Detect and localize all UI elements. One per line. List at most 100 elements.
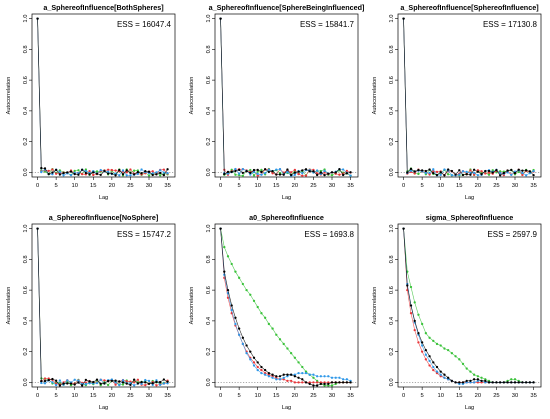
x-tick-label: 5 xyxy=(238,183,241,189)
data-point xyxy=(498,174,502,177)
data-point xyxy=(349,174,352,177)
data-point xyxy=(301,172,304,175)
data-point xyxy=(476,174,480,177)
data-point xyxy=(424,332,428,335)
data-point xyxy=(435,370,439,373)
x-tick-label: 35 xyxy=(347,393,353,399)
y-axis-label: Autocorrelation xyxy=(6,287,12,325)
data-point xyxy=(319,171,323,174)
data-point xyxy=(297,376,300,379)
chart-title: a_SphereofInfluence[BothSpheres] xyxy=(43,3,163,12)
ess-label: ESS = 17130.8 xyxy=(483,20,538,29)
chart-svg: a_SphereofInfluence[NoSphere] 0.0 0.2 0.4 0.… xyxy=(6,213,176,411)
data-point xyxy=(260,365,263,369)
data-point xyxy=(454,173,457,176)
x-axis-label: Lag xyxy=(282,405,291,411)
data-point xyxy=(510,168,513,172)
data-point xyxy=(428,359,431,363)
data-point xyxy=(155,380,158,384)
series-line xyxy=(37,228,168,386)
data-point xyxy=(256,365,259,369)
data-point xyxy=(435,173,439,177)
data-point xyxy=(417,172,420,176)
data-point xyxy=(308,170,311,173)
chart-svg: a0_SphereofInfluence 0.0 0.2 0.4 0.6 0.8 1.0 0 5… xyxy=(189,213,359,411)
data-point xyxy=(230,304,233,307)
data-point xyxy=(51,377,54,381)
data-point xyxy=(223,172,226,176)
data-point xyxy=(252,174,256,177)
data-point xyxy=(432,168,435,171)
data-point xyxy=(458,173,461,176)
data-point xyxy=(54,172,58,175)
data-point xyxy=(420,169,424,172)
data-point xyxy=(282,376,285,379)
chart-title: a0_SphereofInfluence xyxy=(249,213,324,222)
data-point xyxy=(155,173,158,176)
data-point xyxy=(469,169,472,172)
x-tick-label: 25 xyxy=(127,393,133,399)
data-point xyxy=(252,170,256,174)
data-point xyxy=(40,381,43,385)
x-tick-label: 15 xyxy=(90,183,96,189)
data-point xyxy=(338,376,341,379)
chart-title: a_SphereofInfluence[SphereBeingInfluence… xyxy=(209,3,365,12)
data-point xyxy=(58,384,62,387)
y-axis-label: Autocorrelation xyxy=(189,77,195,115)
data-point xyxy=(132,384,136,387)
x-tick-label: 0 xyxy=(36,183,39,189)
y-tick-label: 0.8 xyxy=(389,45,395,53)
x-tick-label: 25 xyxy=(493,393,499,399)
data-point xyxy=(439,344,442,347)
data-point xyxy=(417,313,420,316)
x-tick-label: 10 xyxy=(254,183,260,189)
chart-svg: a_SphereofInfluence[SphereBeingInfluence… xyxy=(189,3,365,201)
data-point xyxy=(95,172,99,175)
data-point xyxy=(136,170,140,174)
data-point xyxy=(245,352,248,355)
x-tick-label: 20 xyxy=(109,183,115,189)
y-tick-label: 0.2 xyxy=(389,138,395,146)
data-point xyxy=(278,378,282,381)
x-tick-label: 35 xyxy=(530,183,536,189)
data-point xyxy=(88,170,91,173)
data-point xyxy=(140,382,143,386)
ess-label: ESS = 2597.9 xyxy=(487,230,537,239)
data-point xyxy=(129,168,132,171)
x-tick-label: 20 xyxy=(292,183,298,189)
data-point xyxy=(506,169,509,172)
data-point xyxy=(114,169,117,172)
data-point xyxy=(341,173,345,177)
data-point xyxy=(252,299,256,303)
data-point xyxy=(286,170,289,174)
data-point xyxy=(446,168,450,171)
data-point xyxy=(77,169,80,172)
data-point xyxy=(513,378,517,381)
ess-label: ESS = 15747.2 xyxy=(117,230,172,239)
data-point xyxy=(263,368,267,372)
x-axis-label: Lag xyxy=(99,405,108,411)
data-point xyxy=(517,168,520,171)
data-point xyxy=(349,171,352,174)
data-point xyxy=(99,378,102,381)
plot-frame xyxy=(214,13,359,178)
data-point xyxy=(47,378,50,382)
data-point xyxy=(469,173,472,176)
data-point xyxy=(271,373,274,376)
data-point xyxy=(36,227,39,230)
series-line xyxy=(403,18,534,176)
data-point xyxy=(245,344,248,347)
data-point xyxy=(162,382,166,385)
data-point xyxy=(406,171,409,174)
data-point xyxy=(517,381,520,384)
data-point xyxy=(428,355,431,358)
series-line xyxy=(37,228,168,386)
data-point xyxy=(256,170,259,173)
data-point xyxy=(446,348,450,352)
data-point xyxy=(330,376,334,379)
data-point xyxy=(498,171,502,175)
plot-frame xyxy=(31,223,176,388)
data-point xyxy=(450,379,454,382)
data-point xyxy=(275,168,278,171)
x-tick-label: 5 xyxy=(55,183,58,189)
